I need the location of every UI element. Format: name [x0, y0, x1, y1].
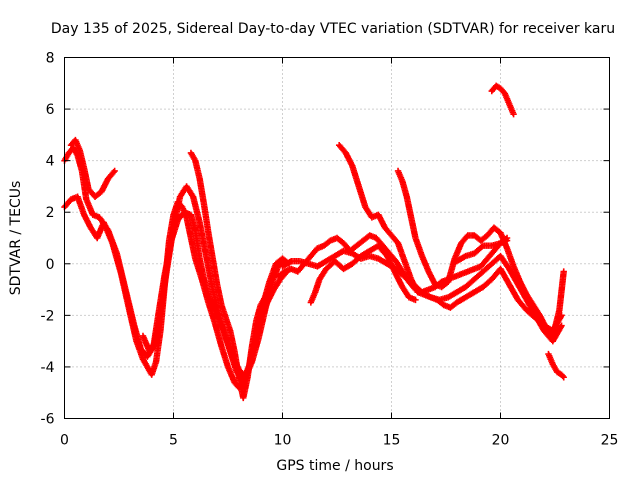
x-axis-label: GPS time / hours [276, 458, 393, 474]
chart-title: Day 135 of 2025, Sidereal Day-to-day VTE… [51, 21, 615, 37]
y-tick-label: 4 [46, 154, 55, 170]
data-point [412, 296, 419, 304]
series-track-3 [67, 136, 118, 200]
series-track-5 [187, 149, 269, 402]
y-tick-label: -6 [41, 412, 55, 428]
data-point [478, 243, 486, 251]
data-points [61, 82, 567, 402]
y-axis-label: SDTVAR / TECUs [8, 181, 24, 296]
data-point [503, 237, 511, 244]
series-track-9 [335, 141, 565, 335]
data-point [560, 268, 567, 275]
y-tick-label: 2 [46, 205, 55, 221]
series-track-10 [394, 167, 567, 340]
series-track-13 [545, 350, 567, 381]
data-point [110, 169, 117, 176]
x-tick-label: 5 [169, 433, 178, 449]
plot-frame [64, 57, 610, 419]
data-point [560, 374, 567, 381]
x-tick-labels: 0 5 10 15 20 25 [60, 433, 618, 449]
x-tick-label: 20 [492, 433, 510, 449]
data-point [558, 322, 565, 329]
series-track-11 [453, 237, 511, 265]
series-track-8 [307, 242, 419, 306]
data-point [111, 167, 118, 175]
x-tick-label: 15 [383, 433, 401, 449]
y-tick-label: 6 [46, 102, 55, 118]
x-tick-label: 25 [601, 433, 619, 449]
y-tick-label: -2 [41, 308, 55, 324]
data-point [510, 111, 517, 118]
x-tick-label: 10 [274, 433, 292, 449]
series-track-12 [488, 82, 517, 118]
axis-ticks [64, 57, 610, 419]
x-tick-label: 0 [60, 433, 69, 449]
data-point [261, 294, 269, 301]
y-tick-labels: -6 -4 -2 0 2 4 6 8 [41, 51, 55, 428]
y-tick-label: 0 [46, 257, 55, 273]
y-tick-label: -4 [41, 360, 55, 376]
data-point [559, 372, 566, 380]
y-tick-label: 8 [46, 51, 55, 67]
